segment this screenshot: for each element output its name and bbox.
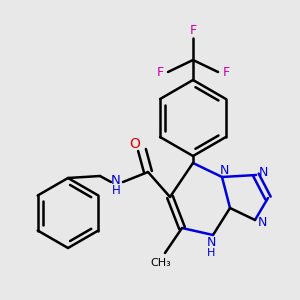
Text: F: F [189,23,197,37]
Text: N: N [257,217,267,230]
Text: N: N [206,236,216,250]
Text: H: H [112,184,120,197]
Text: N: N [219,164,229,178]
Text: N: N [111,173,121,187]
Text: CH₃: CH₃ [151,258,171,268]
Text: F: F [156,65,164,79]
Text: O: O [130,137,140,151]
Text: F: F [222,65,230,79]
Text: H: H [207,248,215,258]
Text: N: N [258,166,268,178]
